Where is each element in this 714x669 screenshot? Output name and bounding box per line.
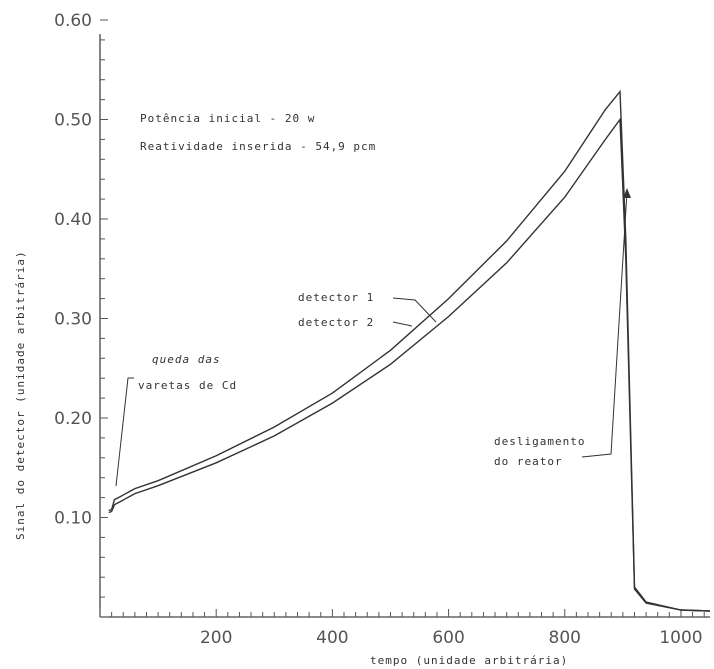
detector1-pointer	[392, 297, 437, 323]
chart-axes	[99, 34, 710, 618]
axis-tick-labels: 0.10 0.20 0.30 0.40 0.50 0.60 200 400 600 800 1000	[54, 11, 702, 648]
annotation-detector2: detector 2	[298, 316, 374, 329]
y-tick-label: 0.30	[54, 310, 92, 330]
annotation-desligamento-line1: desligamento	[494, 435, 585, 448]
x-axis-title: tempo (unidade arbitrária)	[370, 654, 568, 667]
series-layer	[108, 89, 711, 612]
annotation-queda-line1: queda das	[152, 353, 221, 366]
x-tick-label: 400	[316, 628, 348, 648]
series-line-detector-1	[108, 89, 711, 612]
x-tick-label: 1000	[659, 628, 702, 648]
x-tick-label: 800	[549, 628, 581, 648]
x-tick-label: 200	[200, 628, 232, 648]
desligamento-arrowhead	[623, 188, 631, 198]
y-axis-title: Sinal do detector (unidade arbitrária)	[14, 250, 27, 540]
annotation-queda-line2: varetas de Cd	[138, 379, 237, 392]
y-tick-label: 0.50	[54, 111, 92, 131]
y-tick-label: 0.40	[54, 210, 92, 230]
annotation-reatividade: Reatividade inserida - 54,9 pcm	[140, 140, 376, 153]
detector2-pointer	[392, 321, 413, 327]
x-tick-label: 600	[432, 628, 464, 648]
desligamento-pointer	[581, 191, 628, 458]
y-tick-label: 0.10	[54, 509, 92, 529]
queda-pointer	[115, 377, 134, 487]
axis-ticks	[99, 19, 705, 618]
y-tick-label: 0.20	[54, 409, 92, 429]
annotation-potencia: Potência inicial - 20 w	[140, 112, 315, 125]
annotation-desligamento-line2: do reator	[494, 455, 563, 468]
annotation-detector1: detector 1	[298, 291, 374, 304]
series-line-detector-2	[108, 117, 711, 612]
y-tick-label: 0.60	[54, 11, 92, 31]
